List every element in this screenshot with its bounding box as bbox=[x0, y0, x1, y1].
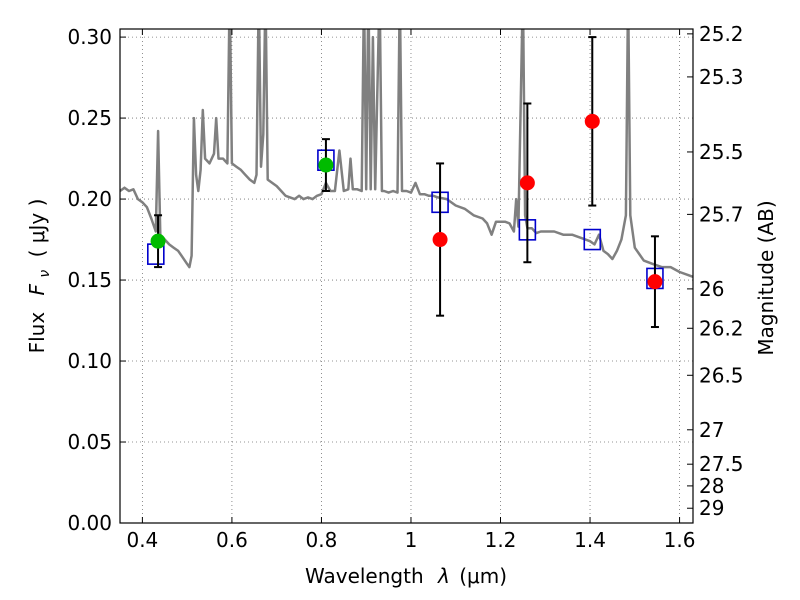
x-tick-label: 0.6 bbox=[216, 528, 248, 552]
observed-point bbox=[647, 274, 663, 290]
observed-point bbox=[318, 157, 334, 173]
x-tick-label: 1 bbox=[405, 528, 418, 552]
mag-tick-label: 26.2 bbox=[699, 316, 744, 340]
y-tick-label: 0.20 bbox=[67, 187, 112, 211]
mag-tick-label: 26.5 bbox=[699, 363, 744, 387]
x-axis-label: Wavelength λ (μm) bbox=[305, 564, 507, 588]
observed-point bbox=[150, 233, 166, 249]
mag-tick-label: 25.2 bbox=[699, 22, 744, 46]
y-tick-label: 0.10 bbox=[67, 349, 112, 373]
grid-lines bbox=[120, 29, 693, 524]
model-spectrum-line bbox=[120, 29, 693, 278]
x-tick-label: 1.6 bbox=[664, 528, 696, 552]
mag-tick-label: 27 bbox=[699, 418, 724, 442]
plot-area bbox=[120, 29, 693, 329]
mag-tick-label: 27.5 bbox=[699, 452, 744, 476]
mag-tick-label: 29 bbox=[699, 496, 724, 520]
mag-tick-label: 28 bbox=[699, 474, 724, 498]
plot-frame bbox=[119, 28, 694, 524]
mag-tick-label: 25.5 bbox=[699, 140, 744, 164]
mag-tick-label: 25.3 bbox=[699, 65, 744, 89]
y-axis-label: Flux F ν ( μJy ) bbox=[25, 199, 54, 354]
y-tick-label: 0.00 bbox=[67, 511, 112, 535]
x-tick-label: 0.4 bbox=[126, 528, 158, 552]
mag-tick-label: 25.7 bbox=[699, 202, 744, 226]
x-tick-label: 1.2 bbox=[485, 528, 517, 552]
y-tick-label: 0.30 bbox=[67, 25, 112, 49]
x-tick-label: 0.8 bbox=[306, 528, 338, 552]
observed-point bbox=[584, 113, 600, 129]
observed-point bbox=[432, 232, 448, 248]
y-tick-label: 0.15 bbox=[67, 268, 112, 292]
y-tick-label: 0.05 bbox=[67, 430, 112, 454]
y-tick-label: 0.25 bbox=[67, 106, 112, 130]
observed-point bbox=[519, 175, 535, 191]
model-flux-box bbox=[583, 228, 602, 251]
x-tick-label: 1.4 bbox=[574, 528, 606, 552]
right-axis-label: Magnitude (AB) bbox=[754, 200, 778, 355]
mag-tick-label: 26 bbox=[699, 277, 724, 301]
axis-ticks: 0.4 0.6 0.8 1 1.2 1.4 1.6 0.00 0.05 0.10 0.15 0.20 0… bbox=[67, 22, 743, 552]
